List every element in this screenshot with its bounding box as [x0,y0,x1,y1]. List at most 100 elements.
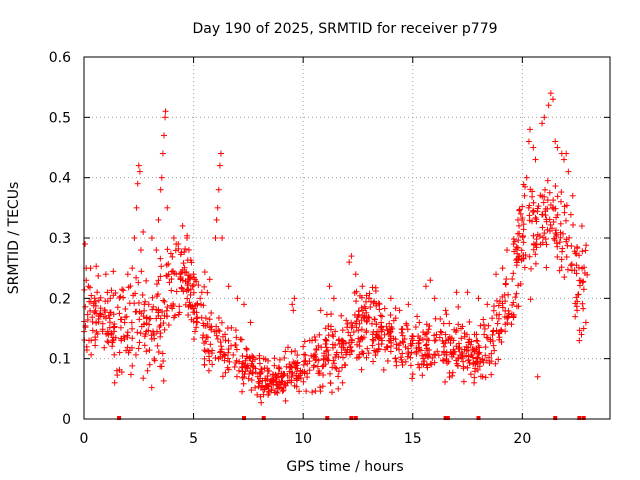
data-point [381,331,388,338]
data-point [191,328,198,335]
data-point [113,367,120,374]
data-point [396,346,403,353]
data-point [319,383,326,390]
data-point [353,318,360,325]
data-point [567,262,574,269]
data-point [348,336,355,343]
data-point [213,216,220,223]
data-point [171,270,178,277]
data-point [304,374,311,381]
data-point [230,351,237,358]
data-point [218,319,225,326]
tick-labels: 0 0.1 0.2 0.3 0.4 0.5 0.6 0 5 10 15 20 [49,50,532,447]
data-point [482,374,489,381]
data-point [498,326,505,333]
data-point [563,236,570,243]
data-point [201,283,208,290]
data-point [222,337,229,344]
data-point [423,345,430,352]
data-point [563,150,570,157]
data-point [479,356,486,363]
data-point [244,365,251,372]
data-point [116,310,123,317]
data-point [169,253,176,260]
data-point [464,289,471,296]
data-point [111,320,118,327]
data-point [193,324,200,331]
data-point [532,251,539,258]
data-point [323,337,330,344]
data-point [377,312,384,319]
data-point [160,358,167,365]
data-point [110,292,117,299]
data-point [97,305,104,312]
data-point [457,325,464,332]
data-point [186,273,193,280]
data-point [200,332,207,339]
data-point [355,327,362,334]
data-point [95,318,102,325]
data-point [233,334,240,341]
data-point [554,243,561,250]
data-point [425,337,432,344]
data-point [493,271,500,278]
data-point [214,335,221,342]
data-point [495,356,502,363]
data-point [547,221,554,228]
data-point [369,336,376,343]
data-point [339,379,346,386]
data-point [245,375,252,382]
data-point [575,291,582,298]
data-point [328,323,335,330]
data-point [404,326,411,333]
y-tick-label: 0.4 [49,171,71,187]
data-point [110,324,117,331]
data-point [204,320,211,327]
data-point [348,319,355,326]
data-point [366,314,373,321]
data-point [302,352,309,359]
data-point [234,295,241,302]
data-point [191,336,198,343]
data-point [264,367,271,374]
data-point [360,350,367,357]
data-point [515,282,522,289]
baseline-marker [353,416,358,420]
data-point [282,380,289,387]
data-point [148,332,155,339]
data-point [270,377,277,384]
data-point [162,108,169,115]
data-point [492,360,499,367]
data-point [376,301,383,308]
data-point [365,314,372,321]
data-point [530,240,537,247]
data-point [332,342,339,349]
data-point [419,372,426,379]
data-point [301,370,308,377]
data-point [530,144,537,151]
data-point [134,329,141,336]
data-point [293,372,300,379]
data-point [510,241,517,248]
data-point [331,360,338,367]
data-point [403,320,410,327]
baseline-marker [476,416,481,420]
data-point [314,363,321,370]
data-point [200,302,207,309]
data-point [372,284,379,291]
data-point [326,370,333,377]
data-point [273,375,280,382]
data-point [384,357,391,364]
data-point [213,332,220,339]
x-tick-label: 15 [404,431,422,447]
data-point [495,302,502,309]
data-point [514,216,521,223]
data-point [233,346,240,353]
data-point [566,234,573,241]
data-point [87,307,94,314]
data-point [573,262,580,269]
data-point [527,126,534,133]
data-point [279,388,286,395]
data-point [301,338,308,345]
data-point [198,289,205,296]
